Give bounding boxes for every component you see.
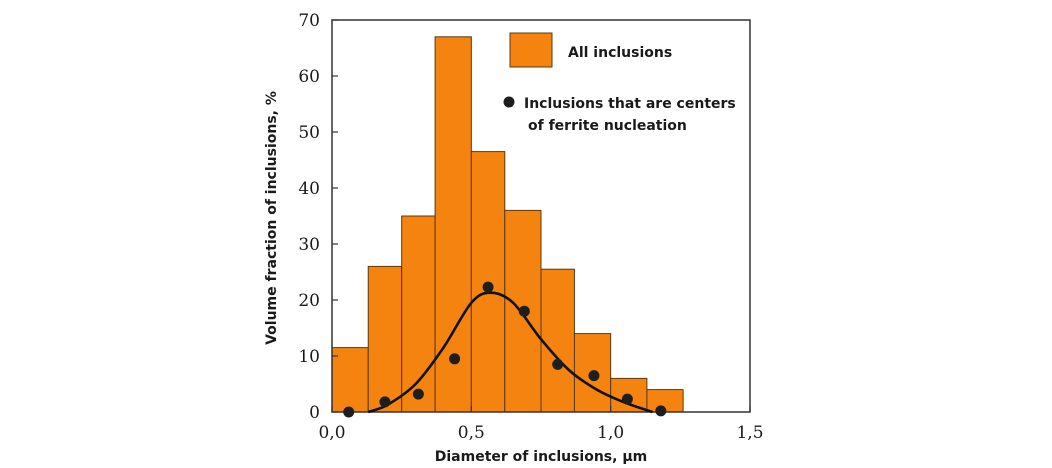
nucleation-point-8 <box>621 393 633 405</box>
nucleation-point-5 <box>518 305 530 317</box>
nucleation-point-3 <box>449 353 461 365</box>
plot-frame <box>331 19 751 413</box>
bars-layer <box>331 36 684 413</box>
nucleation-point-1 <box>379 396 391 408</box>
nucleation-point-7 <box>588 370 600 382</box>
nucleation-point-9 <box>655 405 667 417</box>
legend-nucleation-label-line1: Inclusions that are centers <box>524 96 736 112</box>
y-tick-label-6: 60 <box>298 67 320 87</box>
y-tick-label-3: 30 <box>298 235 320 255</box>
y-tick-label-4: 40 <box>298 179 320 199</box>
bar-6 <box>540 268 575 413</box>
legend-nucleation-label-line2: of ferrite nucleation <box>528 118 687 134</box>
y-tick-label-7: 70 <box>298 11 320 31</box>
y-axis-title: Volume fraction of inclusions, % <box>264 91 280 345</box>
x-tick-label-0: 0,0 <box>318 423 345 443</box>
x-tick-label-1: 0,5 <box>458 423 485 443</box>
y-tick-label-2: 20 <box>298 291 320 311</box>
nucleation-point-6 <box>552 358 564 370</box>
x-axis-title: Diameter of inclusions, μm <box>435 449 647 465</box>
bar-0 <box>331 347 369 413</box>
y-tick-label-5: 50 <box>298 123 320 143</box>
bar-1 <box>367 265 403 413</box>
legend-all-inclusions-label: All inclusions <box>568 45 672 61</box>
fit-curve <box>367 291 653 414</box>
nucleation-point-2 <box>412 388 424 400</box>
ticks-layer: 0 10 20 30 40 50 60 70 0,0 0,5 1,0 1,5 <box>298 11 763 443</box>
legend-point-marker <box>503 96 515 108</box>
points-layer <box>343 281 667 418</box>
nucleation-point-4 <box>482 281 494 293</box>
y-tick-label-0: 0 <box>309 403 320 423</box>
x-tick-label-3: 1,5 <box>736 423 763 443</box>
y-tick-label-1: 10 <box>298 347 320 367</box>
legend: All inclusions Inclusions that are cente… <box>503 32 736 134</box>
legend-bar-swatch <box>509 32 553 68</box>
x-tick-label-2: 1,0 <box>597 423 624 443</box>
nucleation-point-0 <box>343 406 355 418</box>
